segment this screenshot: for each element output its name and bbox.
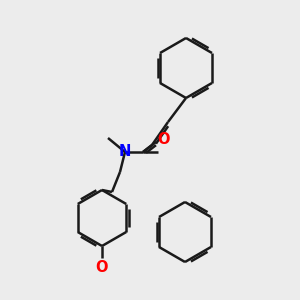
Text: O: O — [96, 260, 108, 274]
Text: O: O — [158, 133, 170, 148]
Text: N: N — [119, 143, 131, 158]
